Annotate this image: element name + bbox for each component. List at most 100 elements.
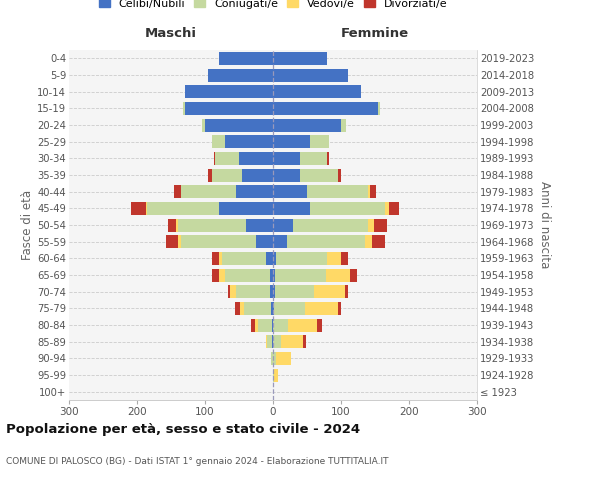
Bar	[273, 202, 310, 215]
Bar	[212, 135, 273, 148]
Bar	[258, 318, 273, 332]
Bar	[236, 285, 273, 298]
Bar	[273, 268, 326, 281]
Bar	[212, 168, 273, 181]
Bar	[273, 85, 361, 98]
Bar	[273, 318, 317, 332]
Bar	[273, 235, 365, 248]
Bar	[185, 85, 273, 98]
Bar	[273, 335, 303, 348]
Bar	[212, 252, 273, 265]
Bar	[271, 352, 273, 365]
Bar	[178, 235, 273, 248]
Bar	[273, 268, 356, 281]
Text: Femmine: Femmine	[341, 26, 409, 40]
Bar	[181, 235, 273, 248]
Bar	[246, 218, 273, 232]
Bar	[273, 368, 278, 382]
Bar	[212, 168, 273, 181]
Bar	[235, 302, 273, 315]
Bar	[273, 168, 338, 181]
Bar	[273, 152, 328, 165]
Bar	[273, 352, 292, 365]
Bar	[273, 235, 371, 248]
Bar	[273, 68, 348, 82]
Bar	[273, 102, 380, 115]
Bar	[273, 118, 346, 132]
Bar	[212, 135, 273, 148]
Bar	[181, 185, 273, 198]
Bar	[273, 102, 380, 115]
Bar	[267, 335, 273, 348]
Bar	[254, 318, 273, 332]
Bar	[202, 118, 273, 132]
Bar	[273, 152, 329, 165]
Bar	[185, 85, 273, 98]
Bar	[208, 68, 273, 82]
Bar	[273, 285, 349, 298]
Bar	[273, 135, 329, 148]
Legend: Celibi/Nubili, Coniugati/e, Vedovi/e, Divorziati/e: Celibi/Nubili, Coniugati/e, Vedovi/e, Di…	[94, 0, 452, 13]
Bar	[273, 185, 370, 198]
Bar	[273, 335, 281, 348]
Bar	[273, 152, 300, 165]
Bar	[167, 218, 273, 232]
Bar	[273, 68, 348, 82]
Bar	[273, 218, 368, 232]
Bar	[273, 118, 341, 132]
Bar	[218, 52, 273, 65]
Bar	[218, 52, 273, 65]
Bar	[273, 352, 292, 365]
Text: COMUNE DI PALOSCO (BG) - Dati ISTAT 1° gennaio 2024 - Elaborazione TUTTITALIA.IT: COMUNE DI PALOSCO (BG) - Dati ISTAT 1° g…	[6, 458, 389, 466]
Bar	[166, 235, 273, 248]
Bar	[269, 268, 273, 281]
Bar	[273, 252, 341, 265]
Bar	[273, 52, 328, 65]
Bar	[266, 252, 273, 265]
Bar	[273, 135, 329, 148]
Bar	[273, 152, 328, 165]
Bar	[273, 268, 350, 281]
Bar	[273, 118, 346, 132]
Bar	[256, 235, 273, 248]
Bar	[273, 368, 278, 382]
Bar	[174, 185, 273, 198]
Bar	[273, 52, 328, 65]
Bar	[273, 68, 348, 82]
Bar	[271, 352, 273, 365]
Bar	[226, 135, 273, 148]
Bar	[273, 168, 338, 181]
Bar	[273, 318, 322, 332]
Bar	[251, 318, 273, 332]
Bar	[183, 102, 273, 115]
Bar	[273, 218, 293, 232]
Bar	[222, 252, 273, 265]
Bar	[273, 285, 275, 298]
Y-axis label: Anni di nascita: Anni di nascita	[538, 182, 551, 268]
Text: Maschi: Maschi	[145, 26, 197, 40]
Bar	[273, 252, 348, 265]
Bar	[202, 118, 273, 132]
Bar	[176, 218, 273, 232]
Bar	[218, 252, 273, 265]
Bar	[181, 185, 273, 198]
Bar	[273, 52, 328, 65]
Bar	[239, 152, 273, 165]
Bar	[205, 118, 273, 132]
Bar	[266, 335, 273, 348]
Bar	[273, 85, 361, 98]
Bar	[272, 318, 273, 332]
Bar	[208, 68, 273, 82]
Bar	[273, 318, 288, 332]
Bar	[269, 285, 273, 298]
Bar	[218, 52, 273, 65]
Bar	[273, 302, 338, 315]
Bar	[202, 118, 273, 132]
Bar	[273, 185, 307, 198]
Bar	[273, 302, 274, 315]
Bar	[208, 68, 273, 82]
Bar	[273, 268, 275, 281]
Bar	[218, 202, 273, 215]
Bar	[273, 302, 305, 315]
Bar	[242, 168, 273, 181]
